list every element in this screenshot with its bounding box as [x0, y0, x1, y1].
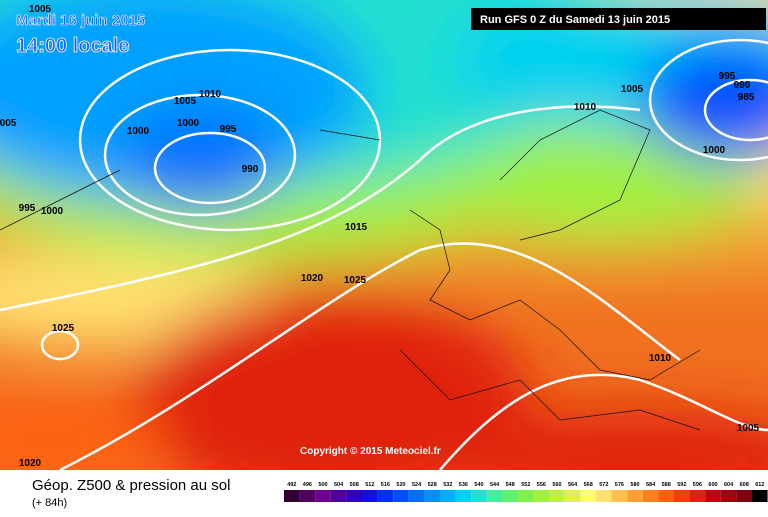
scale-label: 612: [755, 482, 764, 488]
scale-swatch: [315, 490, 331, 502]
isobar-label: 1000: [703, 145, 726, 156]
footer-lead: (+ 84h): [32, 497, 67, 509]
scale-label: 568: [584, 482, 593, 488]
scale-label: 556: [537, 482, 546, 488]
isobar-label: 1010: [199, 89, 222, 100]
scale-label: 516: [381, 482, 390, 488]
scale-swatch: [596, 490, 612, 502]
scale-label: 532: [443, 482, 452, 488]
isobar-label: 1000: [41, 206, 64, 217]
isobar-label: 1020: [301, 273, 324, 284]
isobar-label: 990: [242, 164, 259, 175]
scale-label: 576: [615, 482, 624, 488]
scale-swatch: [299, 490, 316, 502]
scale-label: 492: [287, 482, 296, 488]
scale-swatch: [471, 490, 487, 502]
isobar-label: 1010: [649, 353, 672, 364]
scale-swatch: [393, 490, 409, 502]
scale-label: 588: [662, 482, 671, 488]
isobar-label: 985: [738, 92, 755, 103]
scale-label: 564: [568, 482, 578, 488]
scale-label: 524: [412, 482, 422, 488]
isobar-label: 995: [19, 203, 36, 214]
scale-label: 540: [474, 482, 483, 488]
scale-label: 596: [693, 482, 702, 488]
isobar-label: 1005: [174, 96, 197, 107]
isobar-label: 1005: [737, 423, 760, 434]
scale-label: 592: [677, 482, 686, 488]
scale-swatch: [346, 490, 362, 502]
scale-swatch: [720, 490, 737, 502]
coastlines: [0, 109, 701, 431]
scale-swatch: [736, 490, 752, 502]
scale-swatch: [284, 490, 300, 502]
scale-swatch: [502, 490, 518, 502]
scale-label: 512: [365, 482, 374, 488]
scale-swatch: [674, 490, 690, 502]
scale-swatch: [627, 490, 643, 502]
scale-swatch: [611, 490, 628, 502]
isobar-label: 005: [0, 118, 17, 129]
scale-swatch: [642, 490, 659, 502]
time: 14:00 locale: [16, 35, 129, 57]
scale-label: 608: [740, 482, 749, 488]
date: Mardi 16 juin 2015: [16, 12, 145, 29]
isobar-label: 1025: [344, 275, 367, 286]
scale-swatch: [518, 490, 534, 502]
scale-label: 544: [490, 482, 500, 488]
scale-swatch: [564, 490, 581, 502]
isobar-label: 1020: [19, 458, 42, 469]
scale-label: 552: [521, 482, 530, 488]
scale-label: 604: [724, 482, 734, 488]
scale-label: 504: [334, 482, 344, 488]
scale-swatch: [705, 490, 721, 502]
scale-swatch: [377, 490, 394, 502]
scale-swatch: [330, 490, 347, 502]
scale-label: 528: [428, 482, 437, 488]
scale-swatch: [533, 490, 550, 502]
scale-label: 580: [630, 482, 639, 488]
scale-swatch: [580, 490, 596, 502]
scale-swatch: [549, 490, 565, 502]
scale-swatch: [440, 490, 456, 502]
scale-label: 508: [350, 482, 359, 488]
run-info: Run GFS 0 Z du Samedi 13 juin 2015: [480, 14, 670, 26]
scale-swatch: [689, 490, 706, 502]
scale-label: 500: [318, 482, 327, 488]
scale-swatch: [658, 490, 674, 502]
scale-swatch: [455, 490, 472, 502]
scale-label: 572: [599, 482, 608, 488]
scale-label: 560: [552, 482, 561, 488]
isobar-label: 1000: [127, 126, 150, 137]
scale-swatch: [486, 490, 503, 502]
scale-label: 584: [646, 482, 656, 488]
isobar-label: 990: [734, 80, 751, 91]
scale-label: 536: [459, 482, 468, 488]
scale-label: 496: [303, 482, 312, 488]
scale-label: 520: [396, 482, 405, 488]
scale-label: 548: [506, 482, 515, 488]
isobar-label: 1010: [574, 102, 597, 113]
scale-swatch: [424, 490, 440, 502]
isobar-label: 1005: [621, 84, 644, 95]
isobar-label: 1015: [345, 222, 368, 233]
footer-title: Géop. Z500 & pression au sol: [32, 477, 230, 494]
scale-label: 600: [708, 482, 717, 488]
copyright: Copyright © 2015 Meteociel.fr: [300, 446, 441, 457]
scale-swatch: [362, 490, 378, 502]
scale-swatch: [408, 490, 425, 502]
isobar-label: 1025: [52, 323, 75, 334]
isobar-label: 1005: [29, 4, 52, 15]
run-box: [471, 8, 766, 30]
isobar-label: 1000: [177, 118, 200, 129]
isobar-label: 995: [220, 124, 237, 135]
isobar-label: 995: [719, 71, 736, 82]
scale-swatch: [752, 490, 768, 502]
